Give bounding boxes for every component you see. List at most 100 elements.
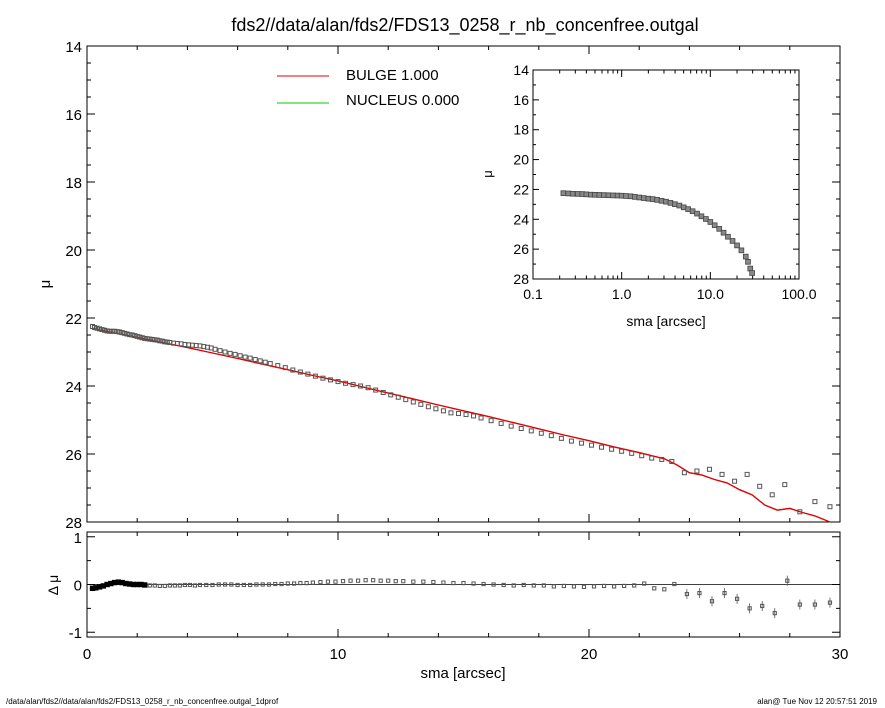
residual-data-point [441, 580, 446, 585]
main-data-point [380, 389, 386, 395]
main-data-point [129, 332, 135, 338]
main-data-point [681, 470, 687, 476]
residual-data-point [662, 587, 667, 592]
main-data-point [99, 327, 105, 333]
residual-data-point [561, 583, 566, 589]
main-x-ticks [86, 46, 841, 522]
main-data-point [706, 466, 712, 472]
residual-data-point [785, 578, 790, 583]
main-data-point [132, 333, 138, 339]
main-data-point [659, 456, 665, 462]
residual-data-point [192, 583, 198, 588]
main-y-tick-label: 28 [65, 515, 82, 532]
main-data-point [568, 438, 574, 444]
inset-data-point [583, 191, 590, 198]
residual-data-point [531, 583, 536, 588]
main-data-point [619, 448, 625, 454]
main-data-point [159, 338, 165, 344]
main-data-point [290, 367, 296, 373]
main-data-point [548, 433, 554, 439]
residual-data-point [273, 581, 278, 587]
main-data-point [440, 408, 446, 414]
legend-nucleus-label: NUCLEUS 0.000 [346, 92, 459, 109]
legend: BULGE 1.000 NUCLEUS 0.000 [277, 67, 459, 109]
main-data-point [297, 369, 303, 375]
residual-data-point [760, 603, 765, 609]
main-data-point [463, 412, 469, 418]
residual-data-point [734, 596, 740, 601]
main-data-point [478, 415, 484, 421]
inset-data-point [574, 191, 581, 197]
residual-data-point [451, 580, 456, 586]
residual-data-point [461, 580, 466, 586]
main-data-point [137, 334, 143, 340]
residual-data-point [511, 583, 516, 588]
inset-data-point [734, 242, 740, 249]
main-data-point [365, 385, 371, 391]
main-data-point [282, 365, 288, 371]
main-data-point [149, 336, 155, 342]
residual-data-point [632, 583, 637, 588]
inset-data-point [707, 219, 714, 225]
residual-data-point [260, 582, 265, 587]
main-data-point [237, 353, 243, 359]
residual-data-point [697, 590, 702, 596]
residual-data-point [411, 579, 416, 584]
inset-data-point [560, 190, 567, 196]
main-data-point [649, 455, 655, 461]
residual-data-point [204, 582, 209, 588]
residual-data-point [216, 582, 221, 587]
main-data-point [488, 418, 494, 424]
residual-data-point [481, 581, 486, 587]
residual-data-point [248, 582, 253, 588]
inset-plot-frame [532, 69, 800, 280]
residual-data-point [279, 581, 284, 587]
residual-data-point [363, 578, 368, 583]
main-data-point [418, 401, 424, 407]
inset-y-tick-label: 24 [513, 211, 529, 227]
inset-y-tick-label: 16 [513, 92, 529, 108]
main-data-point [122, 330, 128, 336]
inset-data-point [623, 193, 629, 199]
inset-y-tick-label: 14 [513, 62, 529, 78]
residual-data-point [241, 582, 246, 588]
main-data-point [812, 499, 818, 505]
inset-y-tick-label: 18 [513, 122, 529, 138]
residual-y-tick-label: 1 [74, 530, 82, 547]
main-y-ticks: 14 16 18 20 22 24 26 28 [65, 39, 840, 532]
inset-data-point [738, 247, 745, 254]
inset-data-point [605, 192, 612, 199]
main-data-point [147, 336, 153, 342]
main-data-point [448, 410, 454, 416]
inset-x-tick-label: 10.0 [697, 286, 724, 302]
residual-data-point [591, 584, 597, 589]
inset-data-point [711, 222, 718, 229]
residual-data-point [622, 583, 627, 589]
residual-data-point [551, 584, 556, 589]
inset-x-tick-label: 0.1 [523, 286, 543, 302]
main-data-point [217, 348, 223, 354]
main-y-axis-label: μ [37, 280, 54, 289]
main-data-point [157, 338, 163, 344]
main-data-point [403, 397, 409, 403]
residual-data-point [235, 582, 240, 588]
bulge-model-line [92, 327, 831, 523]
main-data-point [769, 492, 775, 498]
main-profile-panel: 14 16 18 20 22 24 26 28 μ BULGE 1.000 NUCLEUS 0… [37, 39, 841, 532]
main-data-point [327, 377, 333, 383]
main-data-point [471, 413, 477, 419]
residual-data-point [393, 579, 398, 584]
residual-data-point [310, 580, 315, 585]
inset-data-point [703, 216, 709, 222]
main-data-point [455, 411, 461, 417]
residual-x-tick-label: 30 [832, 646, 849, 663]
main-data-point [154, 337, 160, 343]
inset-data-point [745, 259, 751, 265]
main-data-point [94, 325, 100, 331]
inset-x-axis-label: sma [arcsec] [626, 313, 705, 329]
main-data-point [232, 351, 238, 357]
footer-file-path: /data/alan/fds2//data/alan/fds2/FDS13_02… [6, 697, 279, 706]
residual-x-axis-label: sma [arcsec] [420, 665, 505, 682]
main-data-point [827, 504, 833, 510]
